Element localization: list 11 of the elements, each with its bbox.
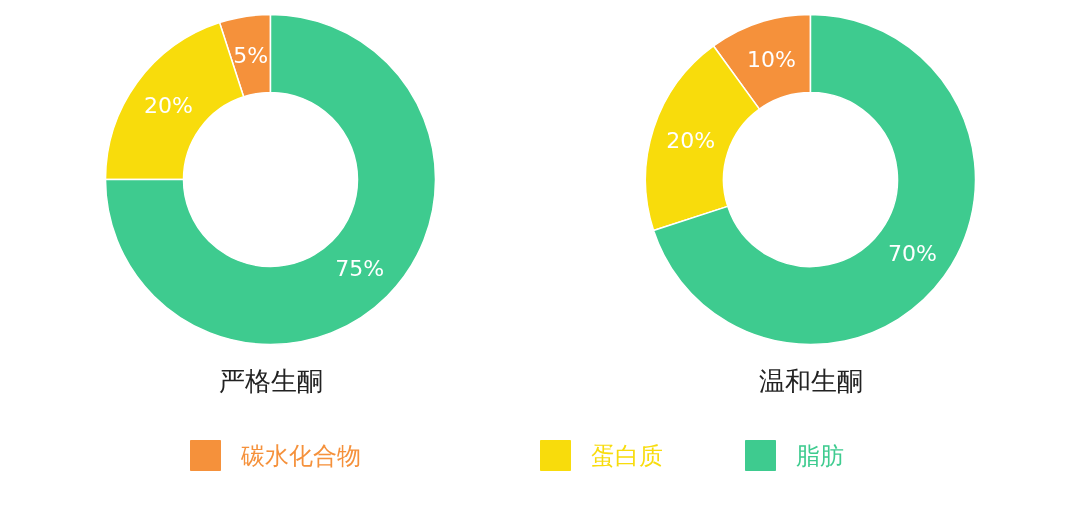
data-label: 75% (335, 256, 385, 282)
data-label: 20% (666, 128, 716, 154)
legend-label: 脂肪 (795, 441, 844, 470)
data-label: 10% (747, 47, 797, 73)
data-label: 5% (233, 42, 269, 68)
data-label: 20% (144, 92, 194, 118)
legend-label: 碳水化合物 (239, 441, 361, 470)
text: 严格生酮 (218, 365, 323, 396)
text: 温和生酮 (758, 365, 863, 396)
data-label: 70% (887, 241, 937, 267)
legend-label: 蛋白质 (590, 441, 663, 470)
